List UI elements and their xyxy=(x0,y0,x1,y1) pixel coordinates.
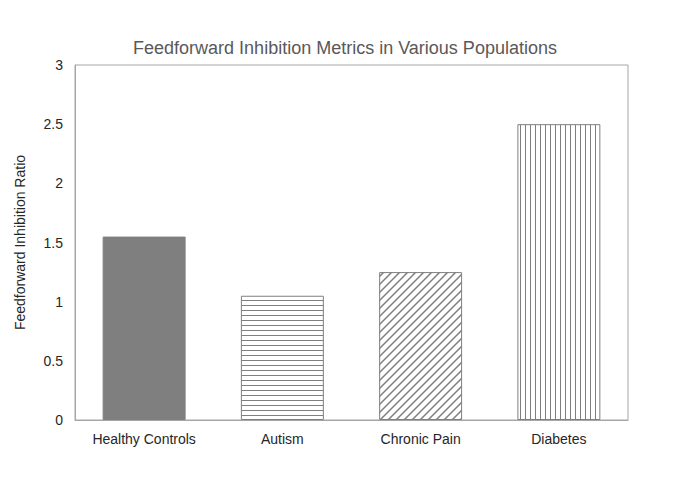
svg-text:Diabetes: Diabetes xyxy=(531,431,586,447)
svg-text:1: 1 xyxy=(55,294,63,310)
svg-text:2.5: 2.5 xyxy=(44,116,64,132)
svg-text:2: 2 xyxy=(55,175,63,191)
svg-text:Chronic Pain: Chronic Pain xyxy=(381,431,461,447)
svg-text:Healthy Controls: Healthy Controls xyxy=(92,431,196,447)
svg-text:Feedforward Inhibition Ratio: Feedforward Inhibition Ratio xyxy=(12,155,28,330)
svg-text:Feedforward Inhibition Metrics: Feedforward Inhibition Metrics in Variou… xyxy=(133,38,557,58)
svg-text:0: 0 xyxy=(55,412,63,428)
svg-text:0.5: 0.5 xyxy=(44,353,64,369)
svg-text:3: 3 xyxy=(55,57,63,73)
svg-text:1.5: 1.5 xyxy=(44,235,64,251)
svg-text:Autism: Autism xyxy=(261,431,304,447)
